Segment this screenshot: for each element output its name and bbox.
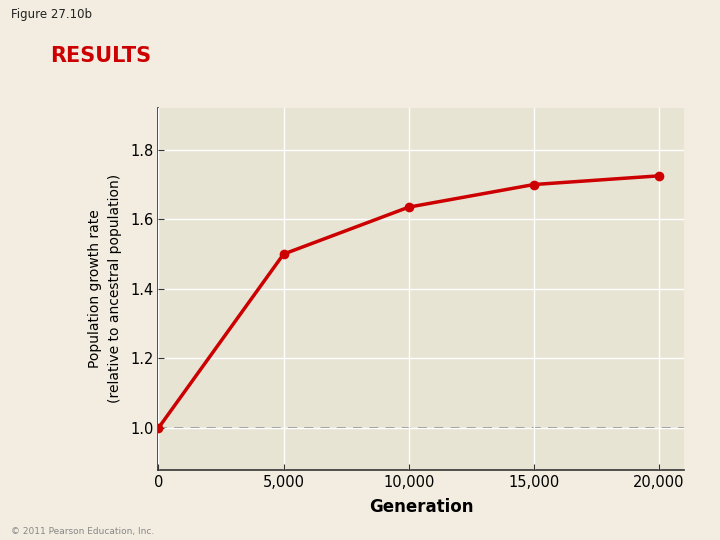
X-axis label: Generation: Generation (369, 498, 474, 516)
Text: Figure 27.10b: Figure 27.10b (11, 8, 92, 21)
Y-axis label: Population growth rate
(relative to ancestral population): Population growth rate (relative to ance… (89, 174, 122, 403)
Text: RESULTS: RESULTS (50, 46, 151, 66)
Text: © 2011 Pearson Education, Inc.: © 2011 Pearson Education, Inc. (11, 526, 154, 536)
